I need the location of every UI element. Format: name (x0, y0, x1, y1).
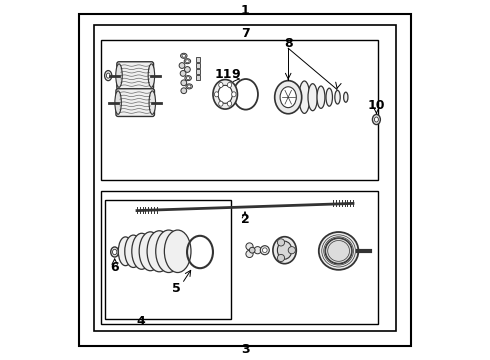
Circle shape (277, 239, 285, 246)
Ellipse shape (184, 59, 191, 64)
Bar (94, 25, 396, 331)
Ellipse shape (299, 81, 310, 113)
Ellipse shape (213, 80, 238, 109)
Ellipse shape (218, 85, 232, 103)
Ellipse shape (132, 233, 151, 269)
Ellipse shape (111, 247, 119, 257)
Text: 11: 11 (215, 68, 232, 81)
FancyBboxPatch shape (117, 62, 153, 90)
Text: 2: 2 (241, 213, 249, 226)
Ellipse shape (113, 249, 117, 255)
Ellipse shape (280, 87, 296, 108)
Circle shape (181, 80, 187, 86)
Ellipse shape (187, 85, 191, 88)
Circle shape (246, 250, 253, 257)
Circle shape (185, 67, 190, 72)
Ellipse shape (164, 230, 191, 273)
Circle shape (277, 255, 285, 262)
FancyBboxPatch shape (116, 89, 154, 117)
Ellipse shape (215, 92, 219, 97)
Ellipse shape (125, 235, 142, 267)
Text: 3: 3 (241, 343, 249, 356)
Ellipse shape (317, 86, 325, 108)
Circle shape (181, 88, 187, 94)
Ellipse shape (343, 92, 348, 102)
Bar (101, 191, 378, 324)
Ellipse shape (219, 101, 223, 106)
Ellipse shape (275, 81, 302, 114)
Circle shape (246, 243, 253, 250)
Ellipse shape (263, 248, 267, 253)
Ellipse shape (372, 114, 380, 125)
Ellipse shape (335, 90, 340, 104)
Ellipse shape (186, 60, 189, 63)
Ellipse shape (232, 92, 236, 97)
Ellipse shape (273, 237, 296, 264)
Circle shape (288, 247, 295, 254)
Text: 5: 5 (172, 282, 181, 294)
Bar (101, 40, 378, 180)
Ellipse shape (139, 232, 162, 271)
Circle shape (254, 247, 261, 254)
Ellipse shape (118, 237, 133, 266)
Ellipse shape (182, 54, 186, 57)
Ellipse shape (106, 73, 110, 78)
Ellipse shape (260, 246, 270, 255)
Ellipse shape (180, 53, 187, 58)
Ellipse shape (227, 82, 232, 87)
Ellipse shape (219, 82, 223, 87)
Ellipse shape (156, 230, 182, 273)
Ellipse shape (185, 76, 192, 81)
Text: 10: 10 (368, 99, 385, 112)
Text: 1: 1 (241, 4, 249, 17)
Text: 7: 7 (241, 27, 249, 40)
Bar (104, 200, 231, 319)
Circle shape (179, 63, 185, 68)
Ellipse shape (104, 71, 112, 81)
Ellipse shape (319, 232, 358, 270)
Text: 8: 8 (284, 37, 293, 50)
Ellipse shape (227, 101, 232, 106)
Bar (196, 57, 200, 62)
Bar (196, 75, 200, 80)
Circle shape (249, 247, 255, 253)
Ellipse shape (374, 117, 378, 122)
Ellipse shape (116, 64, 122, 87)
Ellipse shape (149, 91, 155, 114)
Ellipse shape (186, 84, 193, 89)
Ellipse shape (326, 88, 333, 106)
Ellipse shape (186, 77, 190, 80)
Ellipse shape (147, 231, 172, 272)
Ellipse shape (325, 238, 352, 264)
Ellipse shape (277, 241, 292, 259)
Text: 6: 6 (110, 261, 119, 274)
Text: 4: 4 (136, 315, 145, 328)
Ellipse shape (115, 91, 122, 114)
Ellipse shape (148, 64, 155, 87)
Text: 9: 9 (232, 68, 240, 81)
Bar (196, 69, 200, 74)
Bar (196, 63, 200, 68)
Ellipse shape (308, 84, 318, 111)
Circle shape (180, 71, 186, 76)
